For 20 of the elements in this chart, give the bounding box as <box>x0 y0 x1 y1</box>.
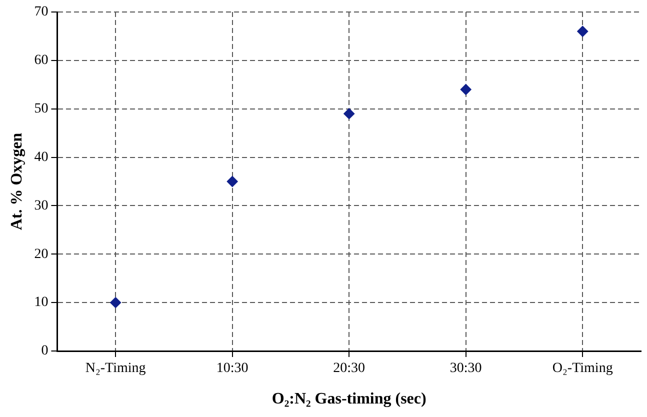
x-tick-label: 30:30 <box>450 361 482 376</box>
point <box>577 26 588 37</box>
point <box>110 297 122 308</box>
y-tick-label: 20 <box>34 246 48 262</box>
y-axis-title: At. % Oxygen <box>8 132 26 230</box>
point <box>344 108 355 120</box>
point <box>226 176 238 187</box>
y-tick-label: 10 <box>34 295 48 310</box>
x-tick-label: O₂-Timing <box>552 361 613 376</box>
y-tick-label: 40 <box>34 150 48 165</box>
y-tick-label: 50 <box>34 102 48 117</box>
x-tick-label: 20:30 <box>333 361 366 376</box>
x-tick-label: N₂-Timing <box>85 361 146 376</box>
x-axis-title: O₂:N₂ Gas-timing (sec) <box>272 390 426 408</box>
x-tick-label: 10:30 <box>216 361 248 376</box>
y-tick-label: 70 <box>34 4 48 20</box>
y-tick-label: 0 <box>41 344 48 359</box>
y-tick-label: 60 <box>34 53 48 68</box>
y-tick-label: 30 <box>34 198 48 214</box>
point <box>460 84 472 95</box>
